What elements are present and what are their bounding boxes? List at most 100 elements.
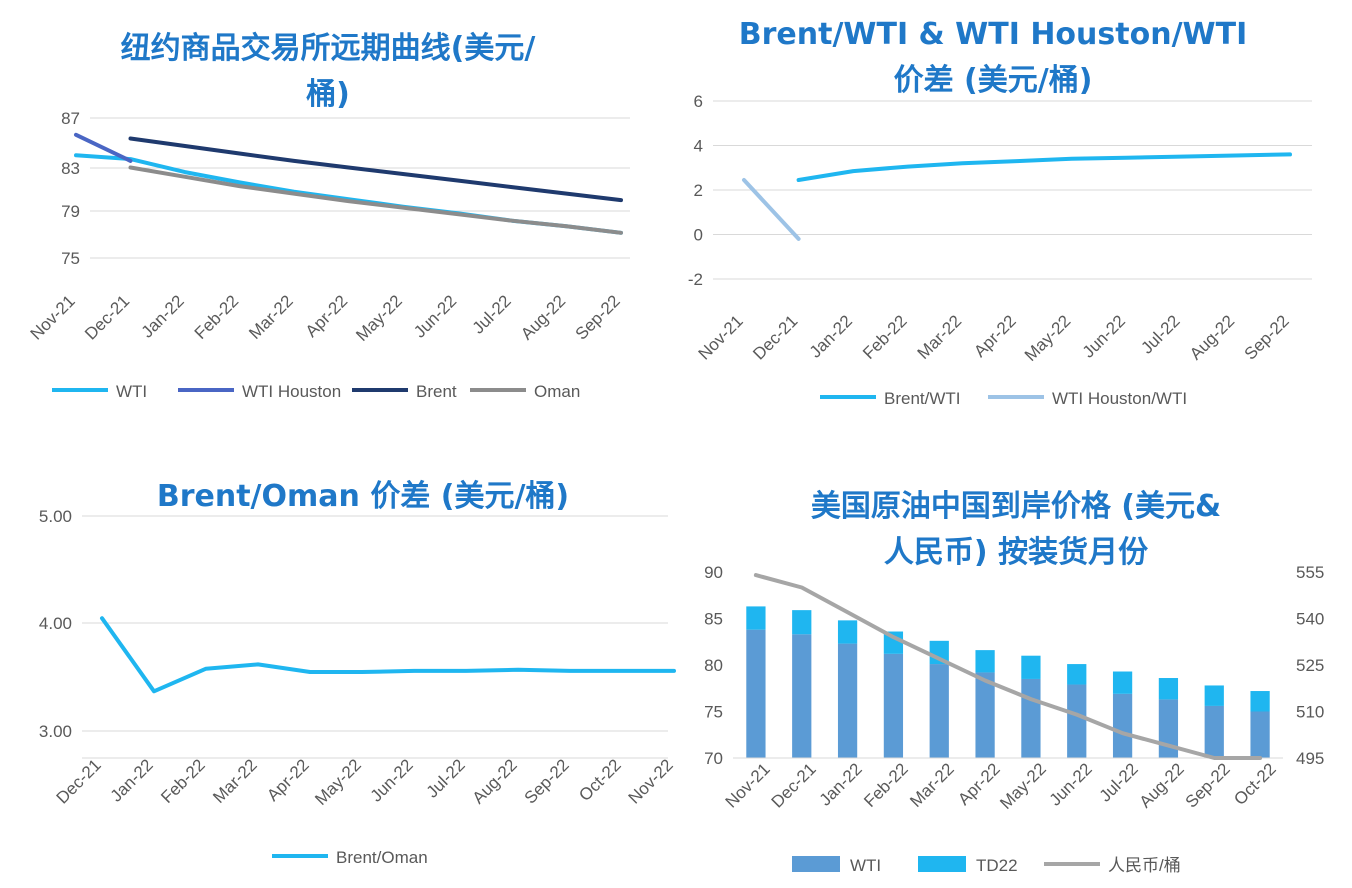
bar-wti bbox=[1112, 693, 1133, 758]
legend-label: Brent/WTI bbox=[884, 389, 961, 408]
series-line-wti-houston-wti bbox=[742, 178, 801, 241]
x-tick-label: May-22 bbox=[311, 755, 365, 809]
y-tick-label: 80 bbox=[704, 656, 723, 675]
x-tick-label: Mar-22 bbox=[914, 311, 966, 363]
chart-title-line: Brent/WTI & WTI Houston/WTI bbox=[739, 17, 1248, 52]
x-tick-label: Jul-22 bbox=[1137, 311, 1183, 357]
y-tick-label: 79 bbox=[61, 202, 80, 221]
y-tick-label: 87 bbox=[61, 109, 80, 128]
bar-td22 bbox=[792, 610, 812, 635]
y-tick-label: -2 bbox=[688, 270, 703, 289]
x-tick-label: Feb-22 bbox=[860, 759, 912, 811]
bar-wti bbox=[792, 634, 812, 758]
bar-wti bbox=[1067, 684, 1087, 758]
bar-wti bbox=[883, 653, 904, 758]
legend-label: Brent/Oman bbox=[336, 848, 428, 867]
chart-title-line: Brent/Oman 价差 (美元/桶) bbox=[157, 479, 569, 514]
bar-wti bbox=[975, 672, 995, 758]
x-tick-label: Feb-22 bbox=[157, 755, 209, 807]
y-tick-label: 85 bbox=[704, 610, 723, 629]
y2-tick-label: 555 bbox=[1296, 563, 1324, 582]
bar-wti bbox=[1021, 678, 1041, 758]
x-tick-label: Dec-21 bbox=[81, 291, 133, 343]
x-tick-label: Aug-22 bbox=[469, 755, 521, 807]
x-tick-label: Jan-22 bbox=[806, 311, 856, 361]
x-tick-label: Apr-22 bbox=[302, 291, 352, 341]
x-tick-label: May-22 bbox=[996, 759, 1050, 813]
x-tick-label: Sep-22 bbox=[521, 755, 573, 807]
y-tick-label: 2 bbox=[694, 181, 703, 200]
bar-td22 bbox=[746, 606, 766, 630]
bar-td22 bbox=[1112, 671, 1133, 694]
x-tick-label: Dec-21 bbox=[768, 759, 820, 811]
x-tick-label: Nov-22 bbox=[625, 755, 677, 807]
x-tick-label: Mar-22 bbox=[245, 291, 297, 343]
y-tick-label: 5.00 bbox=[39, 507, 72, 526]
bar-td22 bbox=[1021, 655, 1041, 679]
x-tick-label: Sep-22 bbox=[572, 291, 624, 343]
x-tick-label: Jul-22 bbox=[423, 755, 469, 801]
bar-wti bbox=[746, 629, 766, 758]
legend-swatch bbox=[792, 856, 840, 872]
chart-forward-curve: 纽约商品交易所远期曲线(美元/桶) 87 83 79 75 Nov-21 Dec-21 Jan… bbox=[27, 31, 630, 401]
x-tick-label: Aug-22 bbox=[1136, 759, 1188, 811]
x-tick-label: Nov-21 bbox=[722, 759, 774, 811]
legend-label: Brent bbox=[416, 382, 457, 401]
bar-td22 bbox=[975, 650, 995, 673]
x-tick-label: Feb-22 bbox=[859, 311, 911, 363]
chart-brent-wti-spread: Brent/WTI & WTI Houston/WTI 价差 (美元/桶) 6 4 2 0… bbox=[688, 17, 1312, 408]
y2-tick-label: 540 bbox=[1296, 610, 1324, 629]
chart-china-landed-price: 美国原油中国到岸价格 (美元&人民币) 按装货月份 90 85 80 75 70 555 54… bbox=[704, 489, 1324, 875]
legend-label: WTI bbox=[850, 856, 881, 875]
y2-tick-label: 525 bbox=[1296, 656, 1324, 675]
bar-wti bbox=[1250, 711, 1270, 758]
x-tick-label: Aug-22 bbox=[1186, 311, 1238, 363]
series-line-oman bbox=[128, 165, 623, 235]
x-tick-label: Apr-22 bbox=[970, 311, 1020, 361]
x-tick-label: Sep-22 bbox=[1241, 311, 1293, 363]
legend-swatch bbox=[918, 856, 966, 872]
y2-tick-label: 510 bbox=[1296, 703, 1324, 722]
series-line-series bbox=[753, 573, 1263, 760]
bar-wti bbox=[1204, 705, 1224, 758]
x-tick-label: Jun-22 bbox=[1079, 311, 1129, 361]
x-tick-label: Jan-22 bbox=[107, 755, 157, 805]
x-tick-label: Aug-22 bbox=[517, 291, 569, 343]
bar-wti bbox=[837, 643, 858, 758]
x-tick-label: Nov-21 bbox=[695, 311, 747, 363]
x-tick-label: Oct-22 bbox=[575, 755, 625, 805]
series-line-wti-houston bbox=[74, 132, 133, 163]
chart-title-line: 价差 (美元/桶) bbox=[894, 63, 1093, 98]
legend-label: 人民币/桶 bbox=[1108, 856, 1181, 875]
x-tick-label: Jun-22 bbox=[410, 291, 460, 341]
chart-title-line: 纽约商品交易所远期曲线(美元/ bbox=[121, 31, 536, 66]
chart-brent-oman-spread: Brent/Oman 价差 (美元/桶) 5.00 4.00 3.00 Dec-21 Ja… bbox=[39, 479, 677, 867]
y-tick-label: 83 bbox=[61, 159, 80, 178]
x-tick-label: Oct-22 bbox=[1230, 759, 1280, 809]
y-tick-label: 0 bbox=[694, 226, 703, 245]
y-tick-label: 75 bbox=[61, 249, 80, 268]
x-tick-label: Jan-22 bbox=[138, 291, 188, 341]
x-tick-label: Jul-22 bbox=[469, 291, 515, 337]
chart-title-line: 人民币) 按装货月份 bbox=[884, 535, 1148, 570]
legend-label: WTI Houston/WTI bbox=[1052, 389, 1187, 408]
legend-label: Oman bbox=[534, 382, 580, 401]
x-tick-label: May-22 bbox=[352, 291, 406, 345]
x-tick-label: Apr-22 bbox=[263, 755, 313, 805]
y-tick-label: 4.00 bbox=[39, 614, 72, 633]
x-tick-label: Jun-22 bbox=[367, 755, 417, 805]
x-tick-label: Nov-21 bbox=[27, 291, 79, 343]
x-tick-label: Dec-21 bbox=[749, 311, 801, 363]
legend-label: TD22 bbox=[976, 856, 1018, 875]
bar-td22 bbox=[1204, 685, 1224, 706]
x-tick-label: Mar-22 bbox=[906, 759, 958, 811]
x-tick-label: Apr-22 bbox=[954, 759, 1004, 809]
y2-tick-label: 495 bbox=[1296, 749, 1324, 768]
x-tick-label: Feb-22 bbox=[191, 291, 243, 343]
x-tick-label: Dec-21 bbox=[53, 755, 105, 807]
chart-title-line: 桶) bbox=[306, 77, 350, 112]
x-tick-label: Mar-22 bbox=[209, 755, 261, 807]
y-tick-label: 70 bbox=[704, 749, 723, 768]
series-line-brent-oman bbox=[100, 616, 676, 694]
